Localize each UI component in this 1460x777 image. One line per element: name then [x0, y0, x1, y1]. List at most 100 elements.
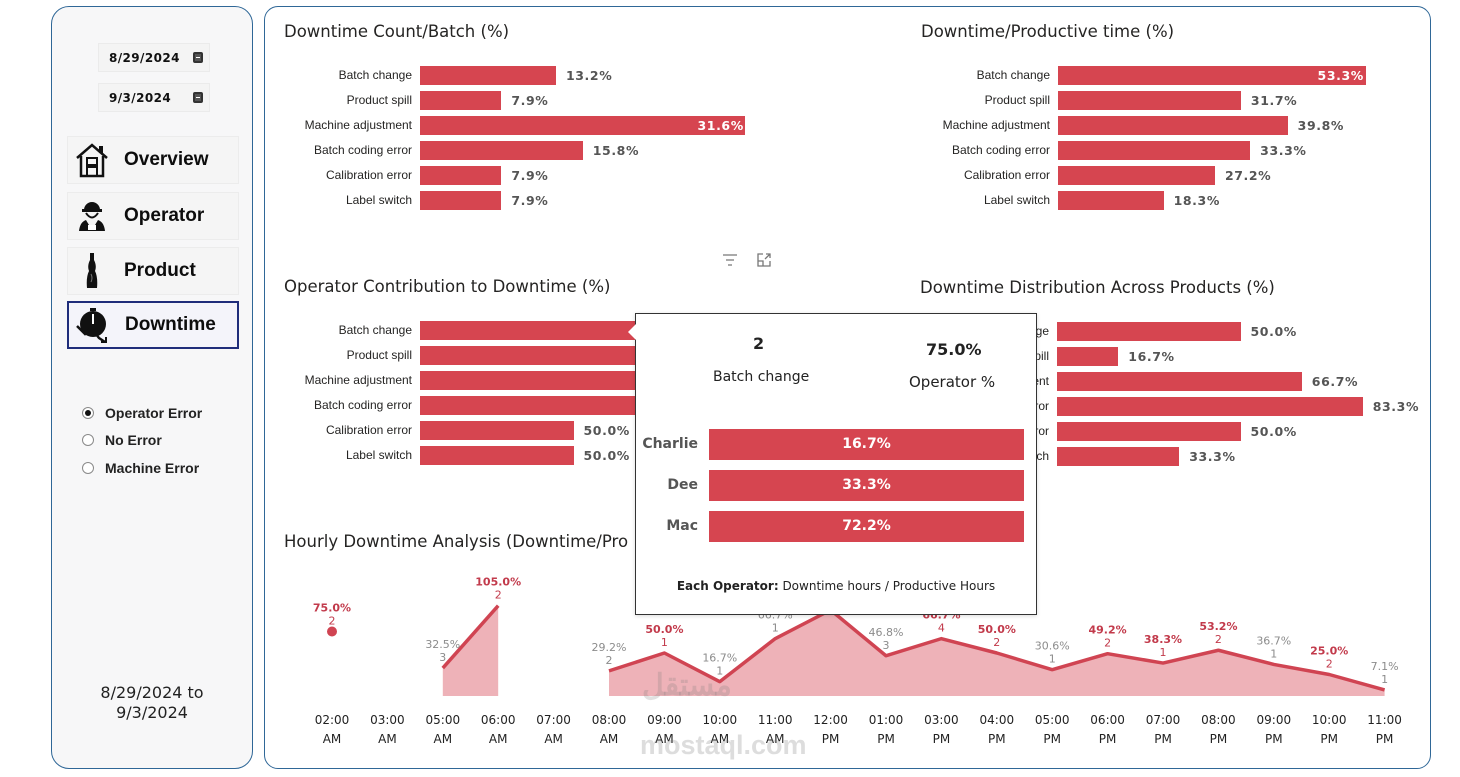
category-label: Label switch	[983, 193, 1050, 207]
error-type-filter: Operator Error No Error Machine Error	[82, 399, 202, 482]
bar[interactable]	[420, 166, 502, 185]
filter-icon[interactable]	[722, 252, 738, 272]
nav-product-button[interactable]: Product	[67, 247, 239, 295]
category-label: Product spill	[346, 348, 412, 362]
category-label: Product spill	[346, 93, 412, 107]
data-label: 39.8%	[1297, 118, 1345, 133]
x-tick-label: 06:00	[481, 713, 516, 727]
x-tick-label: PM	[822, 732, 840, 746]
x-tick-label: 05:00	[1035, 713, 1070, 727]
bar[interactable]	[420, 396, 651, 415]
bar[interactable]	[420, 446, 574, 465]
series-line[interactable]	[441, 604, 500, 670]
sidebar: 8/29/2024 9/3/2024 Overview Operator Pro…	[51, 6, 253, 769]
point-count-label: 1	[1160, 646, 1167, 659]
data-label: 27.2%	[1224, 168, 1272, 183]
bar[interactable]	[1058, 191, 1164, 210]
series-line[interactable]	[608, 608, 1386, 692]
radio-operator-error[interactable]: Operator Error	[82, 399, 202, 427]
nav-operator-button[interactable]: Operator	[67, 192, 239, 240]
data-point[interactable]	[327, 626, 337, 637]
bar[interactable]	[420, 91, 502, 110]
radio-selected-icon[interactable]	[82, 406, 94, 419]
operator-name: Dee	[667, 477, 698, 493]
category-label: Batch change	[338, 68, 412, 82]
bar[interactable]	[1057, 447, 1180, 466]
bar[interactable]	[420, 191, 502, 210]
data-label: 50.0%	[1250, 324, 1297, 339]
data-label: 18.3%	[1173, 193, 1220, 208]
category-label: Batch coding error	[313, 398, 412, 412]
data-label: 33.3%	[1189, 449, 1236, 464]
category-label: Machine adjustment	[942, 118, 1050, 132]
bar[interactable]	[420, 66, 556, 85]
nav-downtime-label: Downtime	[125, 314, 216, 335]
bar[interactable]	[420, 116, 746, 135]
range-line-2: 9/3/2024	[116, 703, 188, 722]
bar[interactable]	[420, 141, 583, 160]
chart-title-downtime-productive: Downtime/Productive time (%)	[921, 22, 1175, 41]
bar[interactable]	[1058, 91, 1241, 110]
x-tick-label: 11:00	[758, 713, 793, 727]
x-tick-label: PM	[877, 732, 895, 746]
radio-no-error[interactable]: No Error	[82, 427, 202, 455]
category-label: Batch coding error	[951, 143, 1050, 157]
bar[interactable]	[1058, 116, 1288, 135]
nav-overview-button[interactable]: Overview	[67, 136, 239, 184]
category-label: Machine adjustment	[304, 373, 412, 387]
bar[interactable]	[420, 421, 574, 440]
x-tick-label: 04:00	[980, 713, 1015, 727]
x-tick-label: 02:00	[315, 713, 350, 727]
calendar-icon[interactable]	[193, 92, 203, 103]
x-tick-label: 08:00	[592, 713, 627, 727]
bar[interactable]	[1058, 66, 1366, 85]
radio-label: No Error	[105, 432, 162, 449]
bar[interactable]	[1058, 166, 1215, 185]
tooltip-operator-row: Dee 33.3%	[636, 470, 1036, 501]
data-label: 15.8%	[592, 143, 640, 158]
point-count-label: 2	[1215, 633, 1222, 646]
bar[interactable]	[420, 371, 651, 390]
x-tick-label: PM	[1376, 732, 1394, 746]
x-tick-label: PM	[988, 732, 1006, 746]
point-count-label: 1	[716, 665, 723, 678]
start-date-picker[interactable]: 8/29/2024	[98, 43, 210, 72]
nav-overview-label: Overview	[124, 149, 209, 170]
tooltip-footer-bold: Each Operator:	[676, 579, 779, 593]
bar-chart-downtime-productive: Batch change 53.3% Product spill 31.7% Machi…	[922, 66, 1422, 216]
x-tick-label: AM	[600, 732, 619, 746]
nav-downtime-button[interactable]: Downtime	[67, 301, 239, 349]
calendar-icon[interactable]	[193, 52, 203, 63]
downtime-clock-icon	[73, 305, 113, 345]
point-count-label: 2	[329, 615, 336, 628]
bar[interactable]	[420, 346, 651, 365]
end-date-picker[interactable]: 9/3/2024	[98, 83, 210, 112]
category-label: Calibration error	[963, 168, 1050, 182]
bar[interactable]	[1057, 397, 1363, 416]
bar[interactable]	[1058, 141, 1251, 160]
bar[interactable]	[1057, 347, 1119, 366]
point-count-label: 4	[938, 622, 945, 635]
bar[interactable]	[1057, 372, 1302, 391]
point-value-label: 50.0%	[978, 623, 1016, 636]
operator-bar: 16.7%	[709, 429, 1024, 460]
focus-mode-icon[interactable]	[756, 252, 772, 272]
category-label: Machine adjustment	[304, 118, 412, 132]
x-tick-label: PM	[933, 732, 951, 746]
bar[interactable]	[1057, 422, 1241, 441]
point-value-label: 50.0%	[645, 623, 683, 636]
radio-unselected-icon[interactable]	[82, 461, 94, 474]
data-label: 31.6%	[697, 118, 744, 133]
point-value-label: 30.6%	[1035, 640, 1070, 653]
data-label: 7.9%	[511, 93, 549, 108]
point-value-label: 25.0%	[1310, 645, 1348, 658]
radio-unselected-icon[interactable]	[82, 434, 94, 447]
bar[interactable]	[1057, 322, 1241, 341]
x-tick-label: 10:00	[703, 713, 738, 727]
date-range-summary: 8/29/2024 to 9/3/2024	[52, 683, 252, 723]
category-label: Product spill	[984, 93, 1050, 107]
radio-machine-error[interactable]: Machine Error	[82, 454, 202, 482]
category-label: Calibration error	[325, 168, 412, 182]
x-tick-label: 10:00	[1312, 713, 1347, 727]
bar[interactable]	[420, 321, 651, 340]
